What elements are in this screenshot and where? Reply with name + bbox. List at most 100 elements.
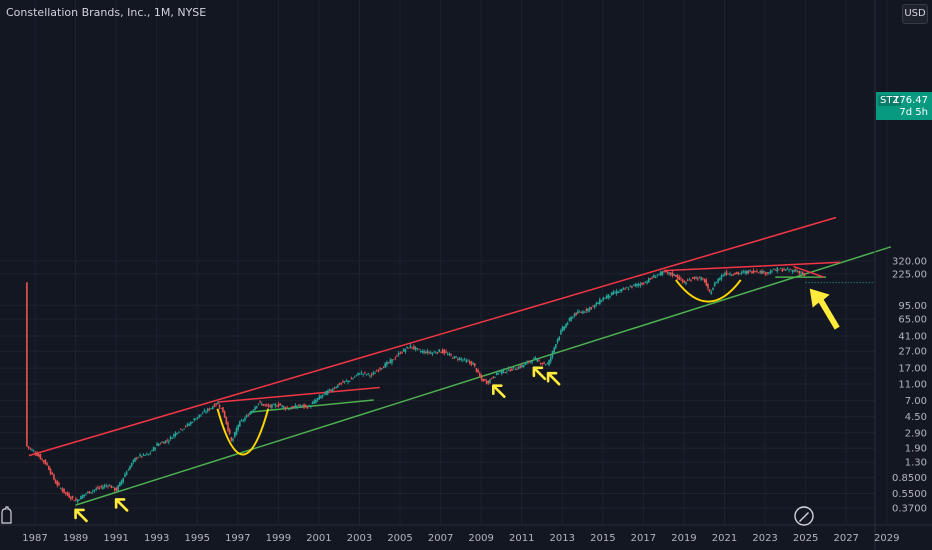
candle-body (575, 312, 577, 315)
time-tick-label: 2029 (874, 533, 899, 544)
candle-body (566, 322, 569, 325)
time-tick-label: 2015 (590, 533, 615, 544)
candle-body (404, 349, 407, 353)
candle-body (757, 272, 760, 274)
candle-body (244, 417, 246, 421)
candle-body (338, 383, 341, 385)
candle-body (156, 443, 158, 446)
candle-body (75, 498, 77, 501)
marker-arrow (74, 508, 88, 523)
time-tick-label: 2019 (671, 533, 696, 544)
candle-body (335, 387, 337, 389)
candle-body (751, 271, 753, 274)
candle-body (313, 400, 315, 404)
time-axis[interactable]: 1987 1989 1991 1993 1995 1997 1999 2001 2003 2005… (22, 533, 899, 544)
candle-body (391, 359, 393, 364)
candle-body (203, 410, 206, 413)
candle-body (274, 404, 277, 407)
candle-body (135, 458, 138, 459)
candle-body (198, 414, 201, 418)
candle-body (663, 271, 665, 272)
candle-body (190, 421, 192, 425)
candle-body (463, 358, 466, 360)
candle-body (789, 269, 792, 271)
price-tick-label: 2.90 (905, 428, 927, 439)
candle-body (113, 487, 116, 491)
candle-body (675, 275, 677, 277)
candle-body (759, 270, 762, 273)
candle-body (448, 353, 451, 356)
time-tick-label: 2023 (752, 533, 777, 544)
candle-body (458, 357, 461, 360)
candle-body (553, 347, 555, 353)
candle-body (359, 374, 361, 375)
candle-body (272, 403, 275, 405)
candle-body (551, 350, 554, 358)
candle-body (507, 368, 510, 370)
candle-body (558, 336, 561, 341)
candle-body (323, 393, 326, 394)
candle-body (756, 270, 758, 272)
candle-body (316, 398, 319, 401)
candle-body (697, 278, 699, 280)
candle-body (93, 489, 96, 491)
cup-1996 (216, 408, 270, 456)
candle-body (233, 432, 236, 438)
candle-body (708, 289, 711, 292)
candle-body (617, 291, 620, 294)
candle-body (223, 411, 226, 418)
candle-body (147, 454, 150, 456)
candle-body (718, 278, 721, 280)
candle-body (311, 402, 314, 405)
candle-body (382, 367, 385, 369)
candle-body (526, 361, 528, 364)
candle-body (200, 414, 202, 416)
candle-body (590, 307, 593, 309)
candle-body (732, 274, 735, 276)
marker-arrow (114, 498, 129, 512)
candle-body (195, 419, 197, 421)
candle-body (429, 352, 432, 354)
candle-body (237, 424, 239, 430)
candle-body (228, 429, 231, 434)
candle-body (644, 281, 647, 283)
candle-body (578, 311, 581, 313)
candle-body (245, 415, 248, 418)
price-tag-countdown: 7d 5h (899, 107, 928, 118)
candle-body (377, 370, 380, 372)
time-tick-label: 2009 (468, 533, 493, 544)
candle-body (712, 287, 714, 291)
candle-body (86, 491, 89, 493)
candle-body (32, 450, 35, 452)
candle-body (494, 376, 496, 378)
candle-body (747, 270, 750, 274)
tradingview-logo-icon[interactable] (0, 505, 14, 525)
candle-body (206, 408, 209, 412)
currency-button[interactable]: USD (902, 4, 928, 24)
price-axis[interactable]: 320.00 225.00 95.00 65.00 41.00 27.00 17.00 11.… (892, 256, 927, 514)
candle-body (769, 270, 772, 274)
candle-body (686, 280, 689, 281)
candle-body (88, 491, 91, 494)
candle-body (39, 454, 42, 460)
price-tick-label: 27.00 (898, 347, 927, 358)
candle-body (61, 488, 64, 492)
candle-body (76, 499, 79, 503)
candle-body (345, 380, 348, 382)
candle-body (46, 463, 48, 465)
candle-body (587, 308, 589, 312)
candle-body (457, 358, 459, 360)
candle-body (318, 395, 321, 400)
candle-body (653, 275, 655, 278)
marker-arrow (492, 384, 506, 398)
candle-body (120, 480, 123, 485)
candle-body (110, 485, 113, 489)
candle-body (720, 275, 723, 280)
candle-body (71, 496, 74, 499)
candle-body (443, 350, 446, 354)
candle-body (800, 272, 802, 274)
candle-body (735, 272, 738, 274)
candle-body (146, 453, 148, 455)
candle-body (419, 351, 422, 353)
